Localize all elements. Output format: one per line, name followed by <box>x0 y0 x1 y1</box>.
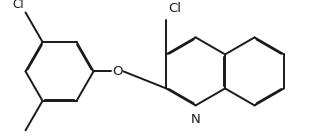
Text: O: O <box>112 65 123 78</box>
Text: N: N <box>191 113 200 126</box>
Text: Cl: Cl <box>168 2 181 15</box>
Text: Cl: Cl <box>12 0 24 11</box>
